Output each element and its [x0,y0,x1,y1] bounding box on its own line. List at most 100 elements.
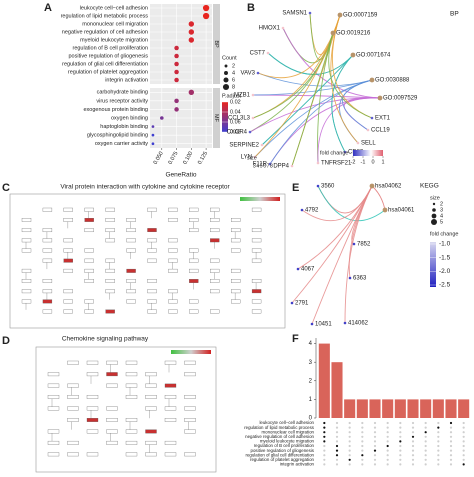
gene-box [251,289,262,294]
legend-label: 0.06 [230,119,241,125]
panel-label: E [292,182,299,194]
facet-strip [213,4,220,84]
matrix-dot [361,431,364,434]
matrix-dot [335,435,339,438]
matrix-dot [399,435,402,438]
matrix-dot [437,444,440,448]
gene-box [189,258,199,263]
dot [202,4,210,12]
gene-box [126,289,136,294]
gene-box [42,248,53,253]
gene-box [168,248,178,253]
gene-box [47,429,60,434]
gene-box [21,299,32,304]
y-tick-label: myeloid leukocyte migration [80,37,148,43]
matrix-dot [411,454,415,457]
matrix-dot [424,435,427,438]
gene-box [86,452,99,457]
gene-node [308,11,312,15]
matrix-dot [411,449,415,452]
gene-box [67,440,79,445]
gene-node [253,155,257,159]
gene-box [125,440,138,445]
matrix-dot [411,463,415,466]
gene-label: CXCR4 [227,130,248,136]
matrix-dot [424,463,427,466]
gene-box [47,440,60,445]
gene-node [268,162,272,166]
legend-label: 3 [440,207,443,213]
matrix-dot [411,431,415,434]
legend-label: 0.02 [230,99,241,105]
matrix-dot [323,444,326,448]
gene-box [21,279,32,283]
gene-box [147,207,157,212]
gene-box [210,238,220,243]
edge [297,185,373,270]
gene-box [106,360,118,365]
gene-box [67,395,79,399]
matrix-dot [437,431,440,434]
gene-label: HMOX1 [259,26,281,32]
matrix-dot [462,421,465,425]
gene-box [231,268,241,273]
matrix-dot [399,440,402,443]
matrix-dot [348,444,351,448]
legend-label: 2 [440,201,443,207]
colorbar [430,242,436,287]
matrix-dot [373,421,377,425]
x-tick-label: 0.100 [182,151,194,166]
gene-node [370,116,374,120]
gene-box [63,289,73,294]
gene-box [105,289,115,294]
bar [407,399,419,418]
matrix-dot [361,440,364,443]
hub-node [337,12,343,18]
hub-node [369,183,375,189]
set-label: integrin activation [280,462,315,467]
gene-box [125,418,138,422]
gene-box [84,268,94,273]
dot [151,133,155,137]
edge [344,185,373,324]
legend-title: Count [222,55,237,61]
gene-box [106,372,118,377]
gene-box [84,279,94,283]
x-axis-label: GeneRatio [165,172,196,179]
y-tick-label: oxygen binding [111,115,148,121]
gene-box [251,258,262,263]
gene-box [126,299,136,304]
gene-box [21,268,32,273]
legend-label: 7 [267,163,270,169]
gene-box [63,268,73,273]
matrix-dot [335,421,339,425]
gene-box [164,440,177,445]
gene-box [147,248,157,253]
gene-label: SELL [361,141,376,147]
gene-box [47,372,60,377]
matrix-dot [386,426,389,429]
edge [309,12,334,61]
gene-node [290,164,294,168]
gene-box [84,299,94,304]
matrix-dot [437,426,440,429]
gene-node [300,208,304,212]
gene-box [189,218,199,222]
gene-box [184,452,196,457]
gene-box [105,218,115,222]
dot [174,107,179,112]
legend-label: -1.5 [439,254,451,261]
matrix-dot [462,463,465,466]
gene-node [260,143,264,147]
dot [202,12,210,20]
bar [394,399,406,418]
gene-label: 10451 [315,322,332,328]
gene-box [189,228,199,233]
matrix-dot [424,454,427,457]
edge [301,185,373,222]
gene-box [125,395,138,399]
facet-panel [150,4,212,84]
legend-label: -2 [351,159,356,165]
legend-dot [431,213,437,219]
matrix-dot [386,454,389,457]
